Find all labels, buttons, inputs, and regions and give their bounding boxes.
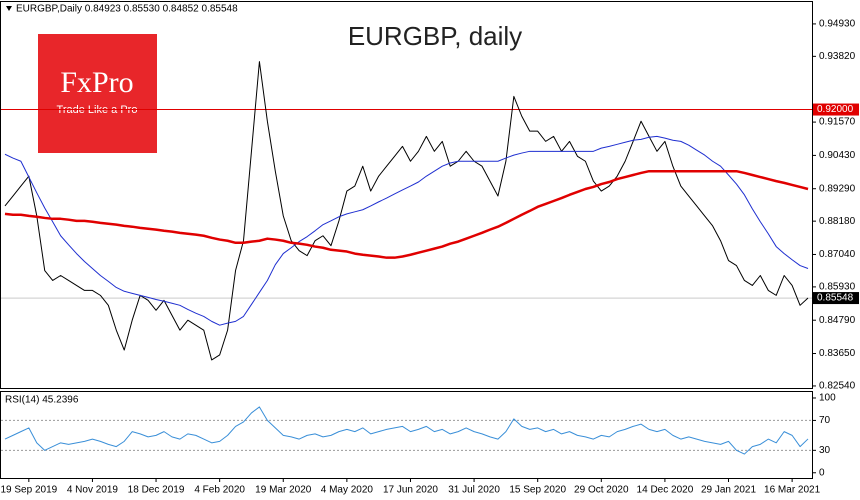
y-tick-label: 0.88180 [819,216,856,227]
y-tick-label: 0.89290 [819,183,856,194]
x-tick-label: 18 Dec 2019 [128,485,185,496]
x-tick-label: 29 Jan 2021 [701,485,756,496]
x-tick-label: 16 Mar 2021 [764,485,821,496]
series-line [4,406,809,455]
last-price-label: 0.85548 [817,293,854,304]
series-line [4,169,809,259]
x-tick-label: 4 Nov 2019 [67,485,119,496]
x-tick-label: 15 Sep 2020 [509,485,566,496]
y-tick-label: 0.93820 [819,51,856,62]
y-tick-label: 0.87040 [819,249,856,260]
y-tick-label: 0.94930 [819,19,856,30]
price-panel [0,1,813,389]
x-tick-label: 14 Dec 2020 [637,485,694,496]
chart-title: EURGBP, daily [348,21,522,51]
x-tick-label: 29 Oct 2020 [574,485,629,496]
series-line [4,135,809,326]
x-tick-label: 31 Jul 2020 [448,485,500,496]
y-tick-label: 0.84790 [819,315,856,326]
logo-box [38,34,157,153]
y-tick-label: 100 [819,393,836,404]
rsi-label: RSI(14) 45.2396 [5,395,79,406]
y-tick-label: 0.83650 [819,348,856,359]
x-tick-label: 19 Mar 2020 [255,485,312,496]
y-tick-label: 30 [819,445,831,456]
x-tick-label: 19 Sep 2019 [0,485,57,496]
y-tick-label: 0.90430 [819,150,856,161]
last-price-box [813,292,859,305]
x-tick-label: 17 Jun 2020 [383,485,438,496]
y-tick-label: 0 [819,467,825,478]
y-tick-label: 70 [819,415,831,426]
y-tick-label: 0.91570 [819,117,856,128]
level-label: 0.92000 [817,104,854,115]
series-line [4,61,809,361]
rsi-panel [0,391,813,479]
x-tick-label: 4 May 2020 [321,485,374,496]
symbol-info: EURGBP,Daily 0.84923 0.85530 0.84852 0.8… [16,4,238,15]
symbol-icon [6,6,12,11]
y-tick-label: 0.85930 [819,282,856,293]
logo-name: FxPro [60,66,133,99]
x-tick-label: 4 Feb 2020 [194,485,245,496]
y-tick-label: 0.82540 [819,381,856,392]
level-label-box [813,103,859,116]
